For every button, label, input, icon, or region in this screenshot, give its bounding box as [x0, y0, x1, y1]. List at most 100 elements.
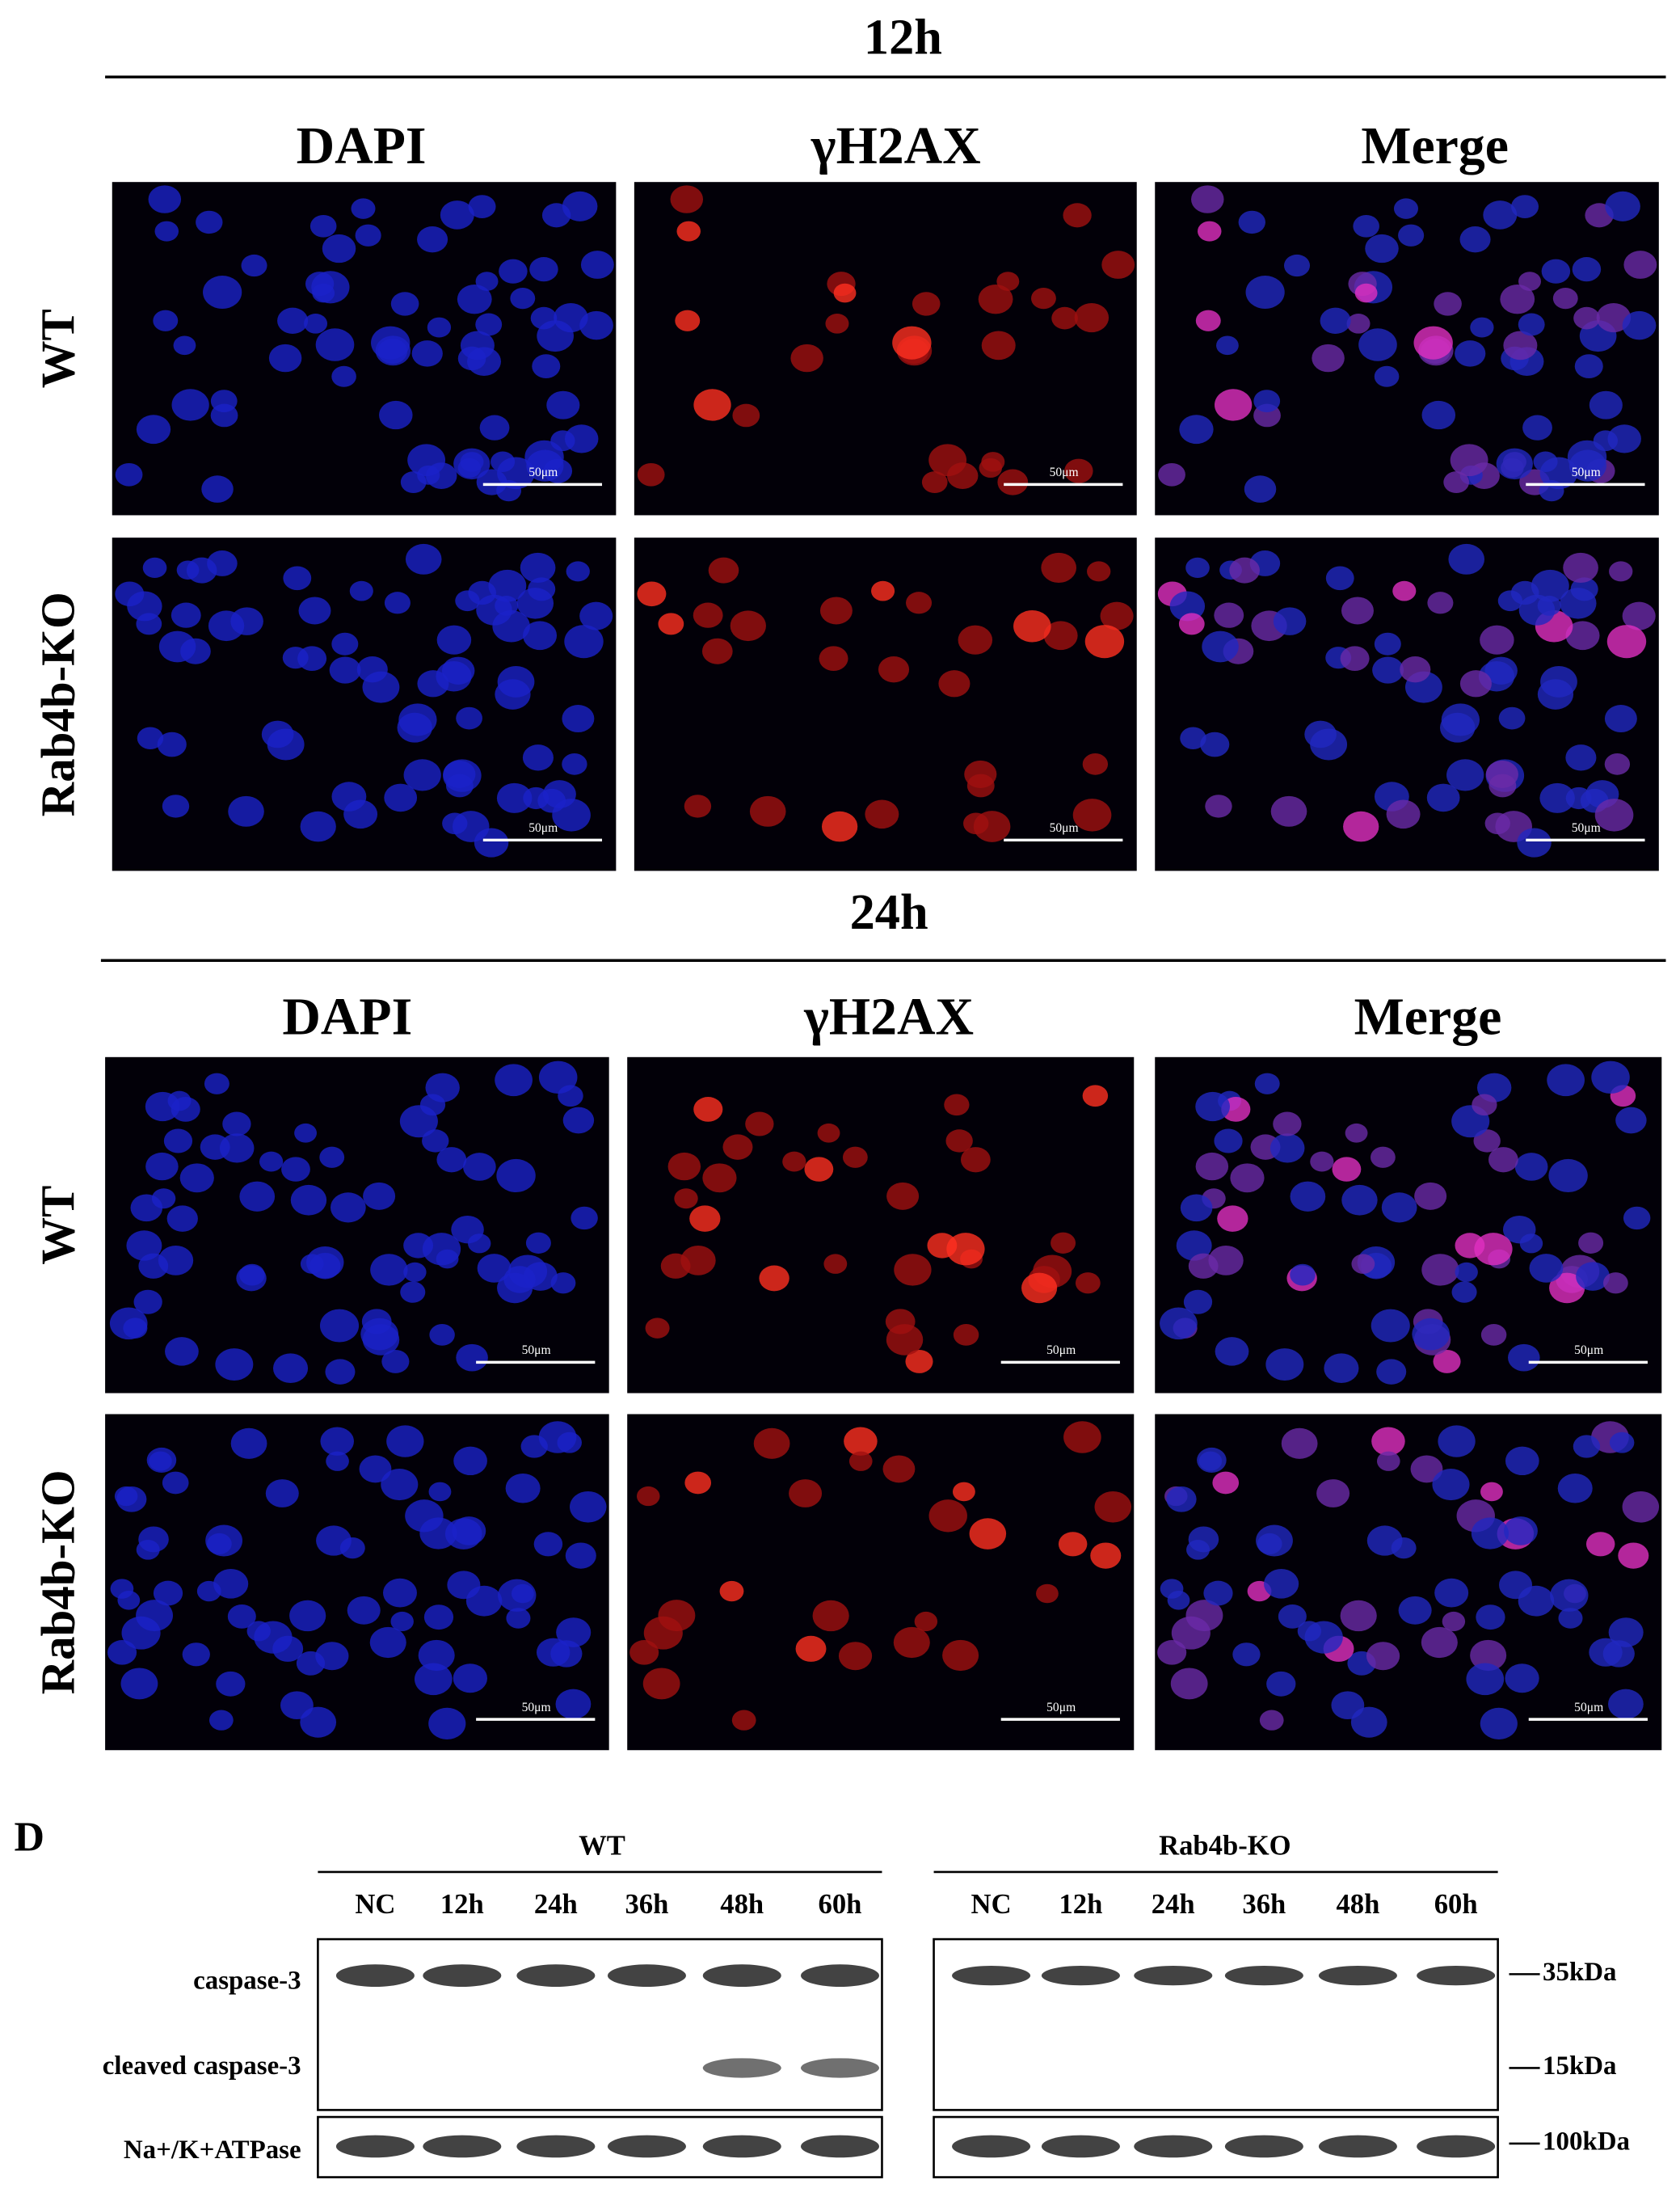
nucleus [1281, 1427, 1318, 1459]
nucleus [1608, 1689, 1644, 1719]
nucleus [1217, 1205, 1248, 1232]
band [1224, 2135, 1303, 2158]
band [702, 1964, 781, 1987]
nucleus [524, 440, 564, 474]
nucleus [894, 1254, 932, 1286]
nucleus [290, 1184, 327, 1216]
nucleus [1341, 597, 1374, 625]
nucleus [1623, 251, 1657, 279]
nucleus [637, 581, 667, 607]
nucleus [415, 1663, 453, 1696]
nucleus [115, 462, 143, 487]
scale-bar-label: 50μm [528, 466, 558, 479]
nucleus [1522, 415, 1552, 441]
nucleus [1591, 1060, 1630, 1094]
blot-row-label: caspase-3 [193, 1966, 301, 1995]
band [702, 2058, 781, 2078]
nucleus [427, 317, 452, 338]
nucleus [701, 638, 733, 664]
nucleus [319, 1146, 345, 1168]
marker-label: 35kDa [1543, 1958, 1616, 1987]
lane-label: 60h [1434, 1889, 1478, 1920]
nucleus [1622, 601, 1656, 630]
nucleus [171, 389, 209, 421]
nucleus [871, 580, 895, 601]
nucleus [1090, 1542, 1122, 1569]
nucleus [1594, 799, 1634, 832]
nucleus [241, 254, 267, 277]
nucleus [1312, 344, 1345, 373]
nucleus [1332, 1157, 1362, 1182]
nucleus [566, 561, 590, 582]
nucleus [254, 1621, 293, 1654]
nucleus [1563, 552, 1598, 583]
nucleus [441, 656, 475, 685]
nucleus [1488, 774, 1517, 798]
nucleus [349, 580, 373, 601]
lane-label: 48h [1336, 1889, 1379, 1920]
nucleus [1178, 613, 1205, 635]
nucleus [952, 1482, 975, 1502]
nucleus [538, 1060, 578, 1094]
marker-label: 15kDa [1543, 2051, 1616, 2081]
nucleus [488, 569, 527, 602]
nucleus [423, 1604, 454, 1630]
nucleus [417, 670, 449, 698]
scale-bar-label: 50μm [1046, 1343, 1076, 1357]
nucleus [1203, 1580, 1233, 1606]
nucleus [320, 1427, 354, 1456]
nucleus [1480, 1324, 1507, 1346]
nucleus [201, 475, 234, 503]
nucleus [1195, 1152, 1229, 1181]
nucleus [463, 1153, 496, 1181]
nucleus [510, 288, 536, 310]
nucleus [1273, 1111, 1302, 1136]
nucleus [1413, 326, 1453, 360]
nucleus [1179, 415, 1214, 445]
nucleus [966, 774, 995, 798]
nucleus [1270, 795, 1307, 827]
nucleus [804, 1157, 834, 1182]
section-title: 12h [864, 9, 942, 65]
nucleus [1472, 1094, 1497, 1116]
nucleus [1500, 284, 1535, 314]
nucleus [355, 224, 381, 247]
nucleus [429, 1324, 455, 1346]
nucleus [1072, 799, 1112, 832]
nucleus [1560, 588, 1597, 619]
nucleus [1531, 569, 1569, 602]
nucleus [457, 284, 492, 314]
nucleus [1480, 1707, 1518, 1740]
nucleus [1200, 732, 1230, 757]
nucleus [823, 1254, 848, 1274]
lane-label: NC [971, 1889, 1012, 1920]
band [1417, 1965, 1496, 1986]
nucleus [1371, 1146, 1396, 1168]
lane-label: 60h [819, 1889, 862, 1920]
nucleus [562, 191, 598, 221]
nucleus [670, 185, 704, 213]
column-header: DAPI [282, 988, 412, 1047]
nucleus [1185, 557, 1210, 579]
nucleus [1358, 328, 1397, 361]
nucleus [1549, 1272, 1585, 1304]
nucleus [819, 597, 853, 625]
nucleus [1166, 1486, 1197, 1512]
nucleus [360, 1318, 399, 1351]
nucleus [893, 1626, 930, 1659]
nucleus [579, 601, 613, 630]
nucleus [1552, 288, 1578, 310]
nucleus [230, 1427, 267, 1459]
column-header: γH2AX [811, 116, 981, 175]
nucleus [637, 462, 665, 487]
band [423, 2135, 502, 2158]
band [335, 1964, 415, 1987]
nucleus [833, 283, 857, 303]
nucleus [468, 195, 496, 219]
nucleus [1480, 625, 1514, 655]
nucleus [1497, 590, 1523, 612]
nucleus [886, 1182, 920, 1210]
nucleus [331, 365, 356, 387]
scale-bar-label: 50μm [1050, 466, 1079, 479]
column-header: Merge [1354, 988, 1502, 1047]
